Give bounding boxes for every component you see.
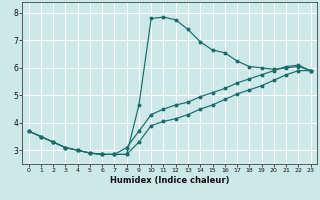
X-axis label: Humidex (Indice chaleur): Humidex (Indice chaleur): [110, 176, 229, 185]
